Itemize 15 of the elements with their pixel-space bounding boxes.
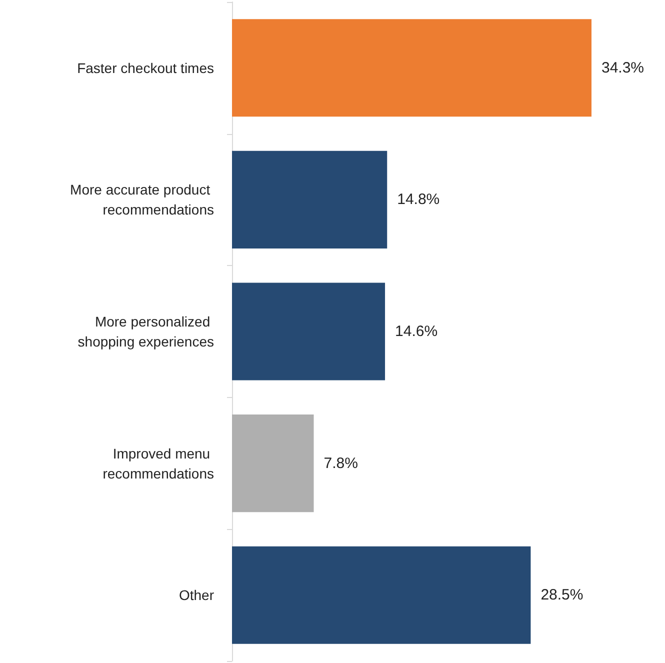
y-tick-label: Faster checkout times [77,60,214,76]
data-label: 28.5% [540,586,584,604]
bar [232,414,314,512]
y-tick-label: More personalized shopping experiences [78,314,214,350]
bar [232,150,388,248]
bar [232,19,592,117]
bar [232,546,531,644]
y-tick-label: Improved menu recommendations [102,445,214,482]
data-label: 7.8% [324,454,358,472]
y-tick-label: More accurate product recommendations [70,182,214,218]
bar [232,282,386,380]
y-tick-label: Other [178,587,214,604]
data-label: 14.6% [395,323,438,340]
data-label: 14.8% [397,191,440,208]
data-label: 34.3% [601,59,644,76]
